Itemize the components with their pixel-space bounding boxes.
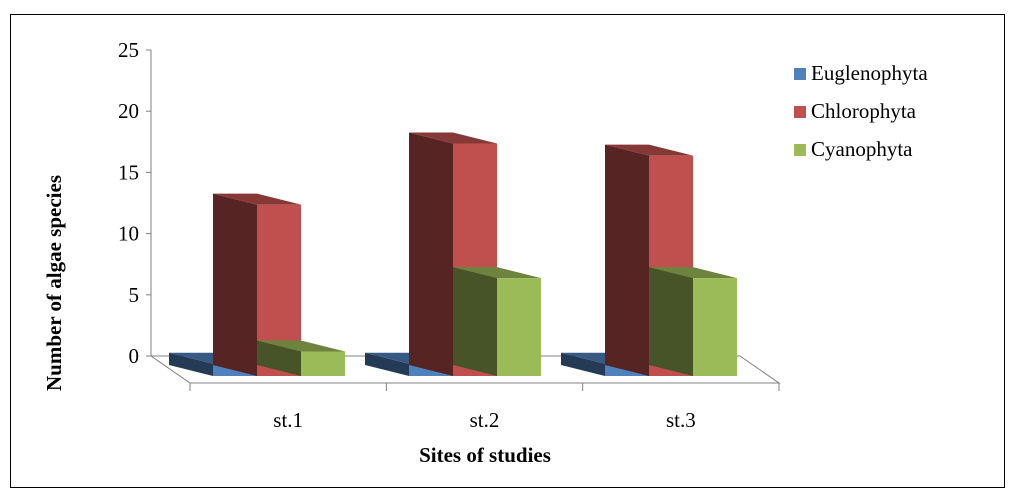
bar-side [365, 352, 409, 376]
legend-label: Euglenophyta [811, 61, 928, 85]
y-tick-label: 20 [118, 99, 139, 123]
legend-label: Cyanophyta [811, 137, 913, 161]
y-axis-title: Number of algae species [42, 175, 66, 391]
y-tick-label: 5 [129, 283, 140, 307]
bar-front [301, 351, 345, 376]
bar-top [453, 267, 541, 279]
bar-side [649, 267, 693, 376]
legend-label: Chlorophyta [811, 99, 917, 123]
bar-side [169, 352, 213, 376]
x-tick-label: st.3 [666, 408, 696, 432]
legend-swatch [794, 68, 806, 80]
bar-side [605, 144, 649, 376]
y-tick-label: 0 [129, 344, 140, 368]
bar-side [409, 132, 453, 376]
chart-legend: Euglenophyta Chlorophyta Cyanophyta [794, 61, 928, 161]
bar-side [561, 352, 605, 376]
bar-side [213, 193, 257, 376]
chart-frame [10, 14, 1005, 488]
chart-bars [169, 132, 737, 376]
chart-labels: 0 5 10 15 20 25 st.1 st.2 st.3 Sites of studies Nu… [42, 38, 696, 467]
y-tick-label: 10 [118, 222, 139, 246]
legend-swatch [794, 106, 806, 118]
legend-swatch [794, 144, 806, 156]
bar-top [605, 144, 693, 156]
bar-top [213, 193, 301, 205]
bar-cyanophyta-st1 [257, 340, 345, 376]
y-tick-label: 15 [118, 160, 139, 184]
x-tick-label: st.2 [470, 408, 500, 432]
bar-front [693, 278, 737, 376]
bar-side [453, 267, 497, 376]
bar-top [257, 340, 345, 352]
bar-cyanophyta-st3 [649, 267, 737, 376]
bar-top [649, 267, 737, 279]
bar-front [497, 278, 541, 376]
x-axis-title: Sites of studies [419, 443, 551, 467]
y-tick-label: 25 [118, 38, 139, 62]
bar-cyanophyta-st2 [453, 267, 541, 376]
bar-top [409, 132, 497, 144]
bar-side [257, 340, 301, 376]
x-tick-label: st.1 [273, 408, 303, 432]
